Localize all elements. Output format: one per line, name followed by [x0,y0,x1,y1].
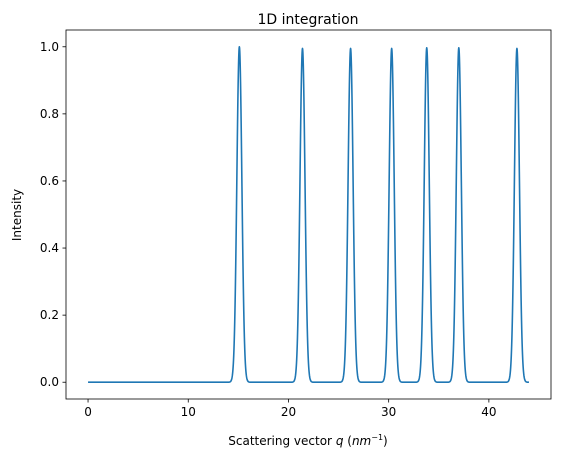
x-tick-label: 0 [84,405,92,419]
series-line [87,45,530,384]
x-tick-label: 10 [181,405,196,419]
x-axis-ticks: 0 10 20 30 40 [84,399,497,419]
y-tick-label: 1.0 [40,40,59,54]
x-tick-label: 20 [281,405,296,419]
y-tick-label: 0.8 [40,107,59,121]
y-axis-ticks: 0.0 0.2 0.4 0.6 0.8 1.0 [40,40,66,389]
x-tick-label: 30 [381,405,396,419]
y-tick-label: 0.4 [40,241,59,255]
y-tick-label: 0.2 [40,308,59,322]
peak-marks [239,47,517,49]
y-tick-label: 0.0 [40,375,59,389]
y-axis-label: Intensity [10,189,24,241]
y-tick-label: 0.6 [40,174,59,188]
plot-area-frame [65,29,552,400]
x-axis-label: Scattering vector q (nm−1) [228,433,387,448]
chart-title: 1D integration [257,12,358,28]
x-tick-label: 40 [481,405,496,419]
